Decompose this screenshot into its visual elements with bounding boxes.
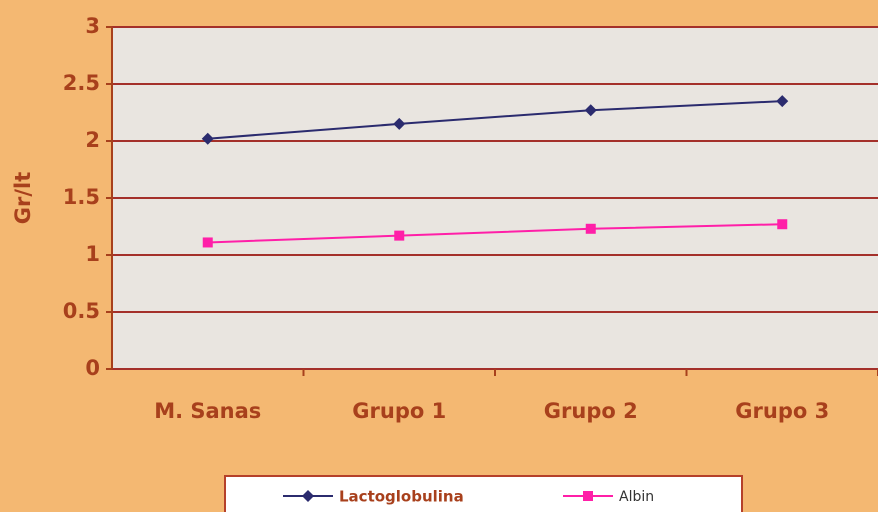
x-tick-label: Grupo 3 [735,399,829,423]
y-tick-label: 2 [85,128,100,152]
x-tick-label: Grupo 2 [544,399,638,423]
legend [224,475,743,512]
x-tick-label: M. Sanas [154,399,261,423]
y-tick-label: 2.5 [63,71,100,95]
marker [776,95,789,108]
y-tick-label: 1.5 [63,185,100,209]
marker [394,230,405,241]
marker [583,491,593,501]
legend-label: Albin [619,489,654,505]
legend-label: Lactoglobulina [339,488,464,506]
marker [201,132,214,145]
y-axis-label: Gr/lt [11,172,35,225]
marker [302,490,314,502]
marker [777,219,788,230]
series-line [207,223,783,244]
y-tick-label: 1 [85,242,100,266]
x-tick-label: Grupo 1 [352,399,446,423]
y-tick-label: 0 [85,356,100,380]
marker [585,223,596,234]
marker [202,237,213,248]
marker [393,117,406,130]
y-tick-label: 3 [85,14,100,38]
series-line [207,100,783,140]
marker [584,104,597,117]
y-tick-label: 0.5 [63,299,100,323]
